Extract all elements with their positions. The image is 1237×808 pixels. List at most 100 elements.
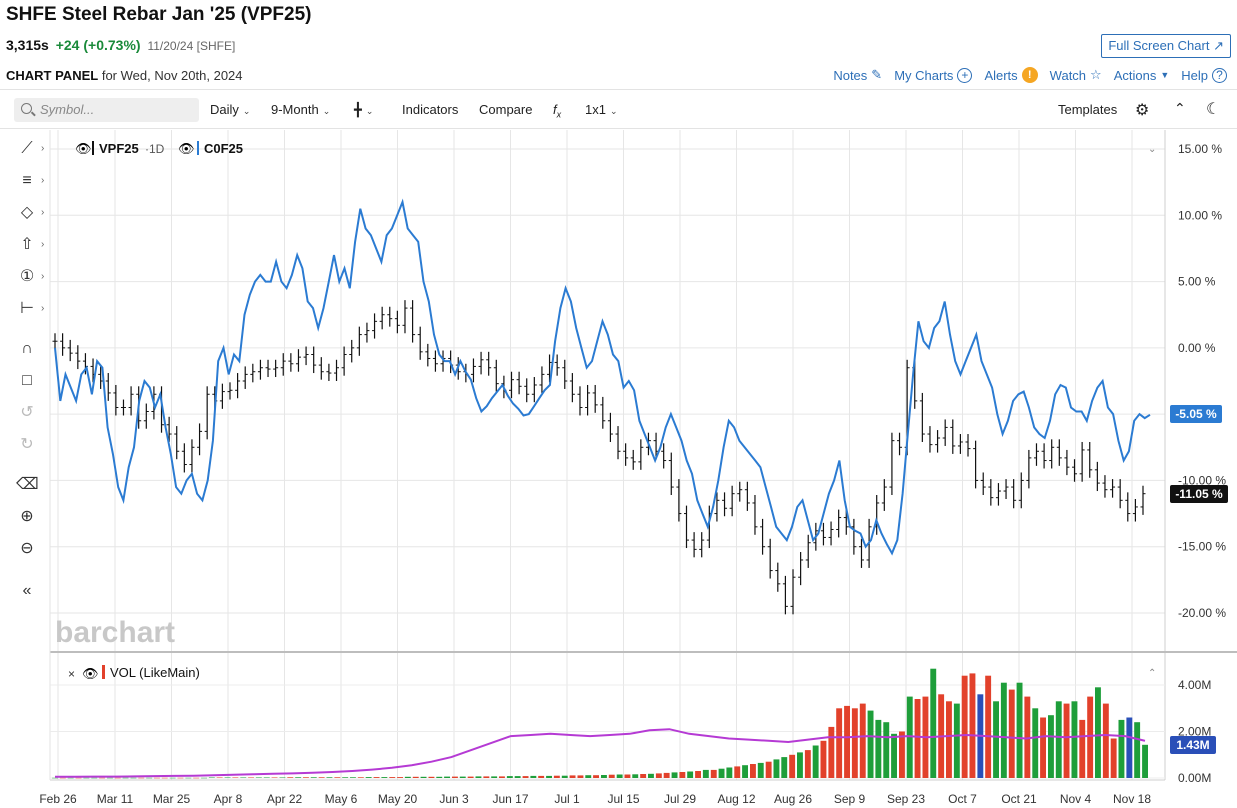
volume-bar — [891, 733, 897, 778]
compare-button[interactable]: Compare — [479, 102, 533, 117]
alerts-link[interactable]: Alerts! — [984, 67, 1038, 83]
ohlc-bar — [1079, 441, 1085, 482]
my-charts-link[interactable]: My Charts + — [894, 67, 973, 83]
measure-icon[interactable]: ⊢ › — [20, 300, 45, 317]
volume-bar — [397, 777, 403, 778]
eye-icon[interactable]: 👁 — [75, 142, 92, 157]
indicators-button[interactable]: Indicators — [402, 102, 459, 117]
shapes-icon[interactable]: ◇ › — [20, 204, 45, 221]
volume-bar — [169, 777, 176, 779]
ohlc-bar — [752, 495, 758, 535]
interval-dropdown[interactable]: Daily ⌄ — [210, 102, 250, 117]
compare-last-value: -5.05 % — [1175, 407, 1217, 421]
chevron-down-icon: ⌄ — [242, 106, 251, 116]
volume-bar — [303, 777, 309, 778]
collapse-volume-icon[interactable]: ⌃ — [1148, 668, 1156, 679]
x-tick-label: Mar 11 — [97, 792, 134, 806]
volume-bar — [83, 777, 90, 779]
symbol-search-input[interactable]: Symbol... — [14, 98, 199, 122]
volume-bar — [985, 675, 992, 778]
ohlc-bar — [235, 373, 241, 399]
full-screen-chart-button[interactable]: Full Screen Chart ↗ — [1101, 34, 1231, 58]
pencil-line-icon[interactable]: ⟋ › — [21, 140, 45, 157]
compare-last-tag: -5.05 % — [1170, 405, 1222, 423]
x-tick-label: Mar 25 — [153, 792, 191, 806]
ohlc-bar — [1094, 461, 1100, 492]
x-tick-label: Jun 3 — [439, 792, 469, 806]
close-icon[interactable]: × — [68, 667, 75, 681]
x-tick-label: Apr 22 — [267, 792, 303, 806]
x-tick-label: May 20 — [378, 792, 418, 806]
ohlc-bar — [676, 479, 682, 522]
ohlc-bar — [349, 339, 355, 363]
volume-bar — [373, 777, 380, 778]
x-tick-label: May 6 — [325, 792, 358, 806]
volume-bar — [812, 745, 819, 778]
volume-bar — [820, 740, 827, 778]
fx-icon[interactable]: fx — [553, 102, 562, 120]
zoom-out-icon[interactable]: ⊖ — [20, 540, 34, 557]
zoom-in-icon[interactable]: ⊕ — [20, 508, 34, 525]
last-price: 3,315s — [6, 37, 49, 53]
number-one-icon[interactable]: ① › — [19, 268, 45, 285]
bar-type-icon: ╋ — [354, 102, 362, 117]
volume-bar — [381, 777, 388, 778]
layout-dropdown[interactable]: 1x1 ⌄ — [585, 102, 618, 117]
ohlc-bar — [623, 443, 629, 466]
undo-icon[interactable]: ↺ — [20, 404, 34, 421]
volume-bar — [969, 673, 976, 778]
ohlc-bar — [836, 509, 842, 538]
magnet-icon[interactable]: ∩ — [21, 340, 33, 357]
main-interval: 1D — [149, 142, 165, 156]
moon-icon[interactable]: ☾ — [1206, 101, 1221, 118]
ohlc-bar — [531, 377, 537, 403]
ohlc-bar — [425, 343, 431, 367]
x-tick-label: Feb 26 — [39, 792, 77, 806]
list-draw-icon[interactable]: ≡ › — [22, 172, 45, 189]
ohlc-bar — [75, 345, 81, 370]
symbol-placeholder: Symbol... — [40, 102, 95, 117]
gear-icon[interactable]: ⚙ — [1135, 102, 1150, 119]
trash-icon[interactable]: ⌫ — [16, 476, 39, 493]
alerts-label: Alerts — [984, 67, 1018, 83]
ohlc-bar — [539, 366, 545, 393]
arrow-up-icon[interactable]: ⇧ › — [20, 236, 45, 253]
x-tick-label: Aug 12 — [717, 792, 755, 806]
ohlc-bar — [691, 532, 697, 558]
volume-bar — [522, 776, 529, 778]
eye-icon[interactable]: 👁 — [178, 142, 195, 157]
notes-link[interactable]: Notes ✎ — [833, 67, 882, 83]
volume-bar — [1142, 744, 1148, 778]
chevron-down-icon: ⌄ — [609, 106, 618, 116]
collapse-icon[interactable]: « — [22, 582, 32, 599]
watch-link[interactable]: Watch ☆ — [1050, 67, 1102, 83]
templates-button[interactable]: Templates — [1058, 102, 1118, 117]
bar-type-dropdown[interactable]: ╋ ⌄ — [354, 102, 373, 118]
x-tick-label: Nov 4 — [1060, 792, 1092, 806]
caret-down-icon: ▼ — [1160, 70, 1170, 80]
volume-bar — [781, 757, 788, 778]
lock-icon[interactable]: □ — [22, 372, 32, 389]
help-link[interactable]: Help? — [1181, 67, 1227, 83]
eye-icon[interactable]: 👁 — [82, 667, 99, 682]
range-dropdown[interactable]: 9-Month ⌄ — [271, 102, 330, 117]
volume-bar — [1095, 687, 1101, 778]
ohlc-bar — [577, 386, 583, 416]
actions-menu[interactable]: Actions ▼ — [1114, 68, 1170, 83]
ohlc-bar — [257, 359, 263, 380]
y-tick-label: 5.00 % — [1178, 275, 1216, 289]
ohlc-bar — [280, 353, 286, 376]
ohlc-bar — [265, 359, 271, 378]
volume-bar — [844, 705, 850, 778]
volume-bar — [577, 775, 584, 778]
volume-bar — [310, 777, 317, 778]
ohlc-bar — [1064, 449, 1070, 476]
ohlc-bar — [120, 399, 126, 416]
edit-icon: ✎ — [871, 67, 883, 82]
ohlc-bar — [851, 518, 857, 555]
collapse-panel-icon[interactable]: ⌄ — [1148, 144, 1156, 155]
redo-icon[interactable]: ↻ — [20, 436, 34, 453]
volume-bar — [671, 772, 678, 778]
chevrons-up-icon[interactable]: ⌃ — [1174, 100, 1186, 116]
